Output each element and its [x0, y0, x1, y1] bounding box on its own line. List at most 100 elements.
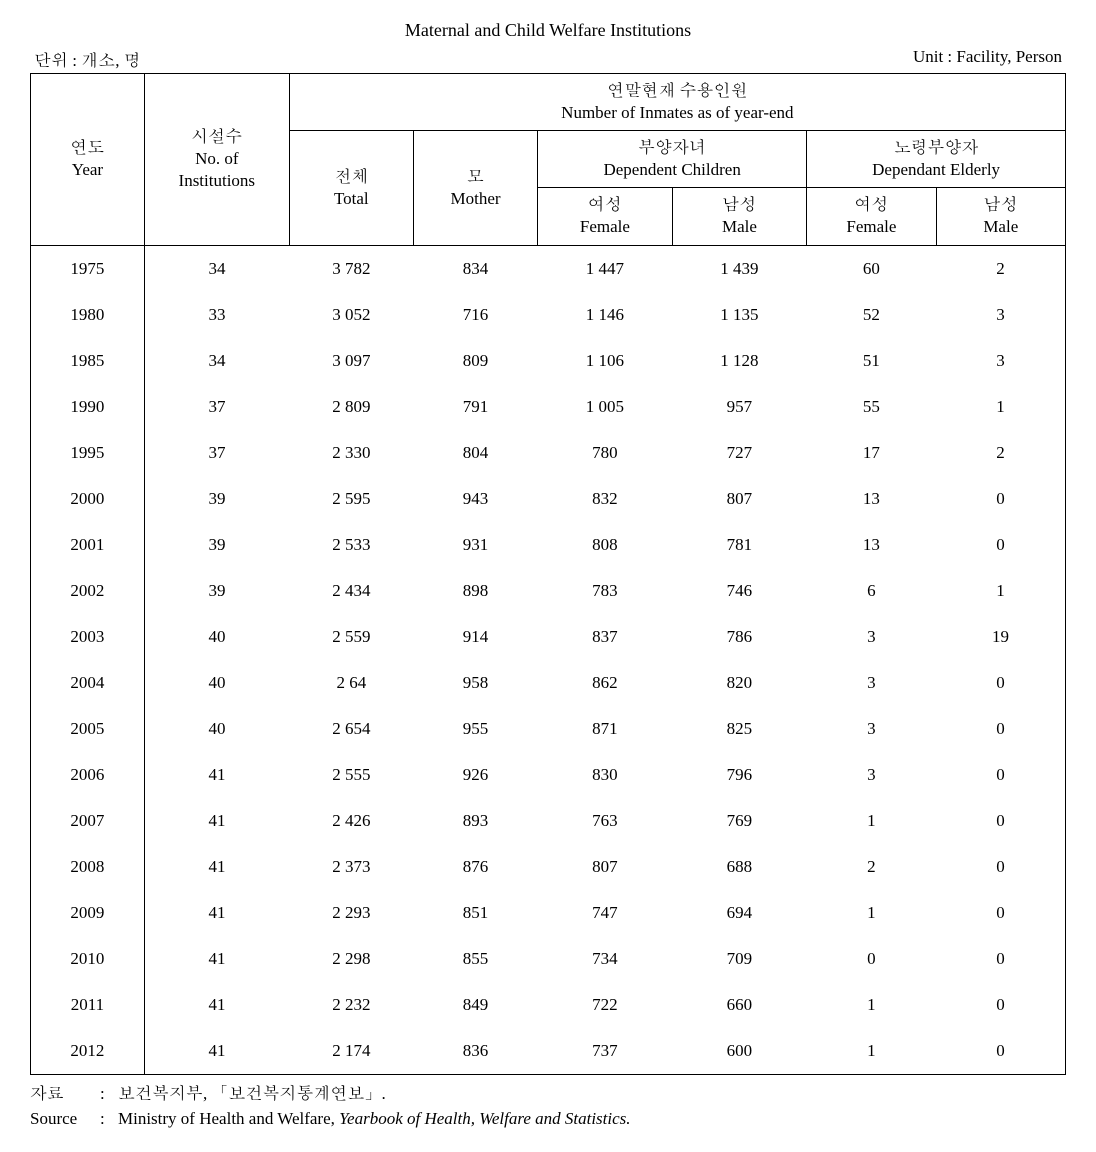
table-cell: 871	[538, 706, 673, 752]
header-inmates-ko: 연말현재 수용인원	[292, 80, 1063, 102]
table-row: 1985343 0978091 1061 128513	[31, 338, 1066, 384]
table-cell: 862	[538, 660, 673, 706]
unit-left: 단위 : 개소, 명	[34, 47, 141, 71]
table-cell: 3	[936, 292, 1065, 338]
footer-ko-label: 자료	[30, 1081, 100, 1107]
data-table: 연도 Year 시설수 No. of Institutions 연말현재 수용인…	[30, 73, 1066, 1075]
colon-icon: :	[100, 1081, 118, 1107]
table-cell: 60	[807, 245, 936, 292]
table-cell: 2	[807, 844, 936, 890]
table-cell: 734	[538, 936, 673, 982]
table-body: 1975343 7828341 4471 4396021980333 05271…	[31, 245, 1066, 1074]
table-cell: 2007	[31, 798, 145, 844]
table-cell: 1 146	[538, 292, 673, 338]
table-cell: 0	[936, 522, 1065, 568]
header-ef-ko: 여성	[809, 194, 933, 216]
footer-source-en: Source : Ministry of Health and Welfare,…	[30, 1106, 1066, 1132]
header-inst-en2: Institutions	[147, 170, 287, 192]
page-title: Maternal and Child Welfare Institutions	[30, 20, 1066, 41]
table-cell: 781	[672, 522, 807, 568]
table-cell: 0	[936, 1028, 1065, 1075]
footer-source-ko: 자료 : 보건복지부, 「보건복지통계연보」.	[30, 1081, 1066, 1107]
table-cell: 804	[413, 430, 537, 476]
table-cell: 851	[413, 890, 537, 936]
table-cell: 1985	[31, 338, 145, 384]
table-cell: 3 097	[289, 338, 413, 384]
table-cell: 39	[144, 476, 289, 522]
table-cell: 832	[538, 476, 673, 522]
table-cell: 660	[672, 982, 807, 1028]
table-cell: 716	[413, 292, 537, 338]
table-cell: 1	[807, 982, 936, 1028]
table-cell: 2006	[31, 752, 145, 798]
table-cell: 2 298	[289, 936, 413, 982]
table-cell: 51	[807, 338, 936, 384]
header-em-en: Male	[939, 216, 1063, 238]
header-inst-en1: No. of	[147, 148, 287, 170]
header-year: 연도 Year	[31, 74, 145, 246]
table-cell: 0	[936, 660, 1065, 706]
header-total-en: Total	[292, 188, 411, 210]
table-cell: 3 052	[289, 292, 413, 338]
table-cell: 2001	[31, 522, 145, 568]
table-cell: 40	[144, 614, 289, 660]
table-cell: 41	[144, 844, 289, 890]
header-cm-ko: 남성	[675, 194, 805, 216]
table-cell: 809	[413, 338, 537, 384]
table-cell: 52	[807, 292, 936, 338]
header-total: 전체 Total	[289, 131, 413, 245]
table-cell: 1	[807, 1028, 936, 1075]
table-cell: 1	[807, 798, 936, 844]
table-cell: 3	[807, 660, 936, 706]
table-cell: 1 106	[538, 338, 673, 384]
header-mother-en: Mother	[416, 188, 535, 210]
table-cell: 796	[672, 752, 807, 798]
table-cell: 19	[936, 614, 1065, 660]
table-cell: 769	[672, 798, 807, 844]
table-cell: 3 782	[289, 245, 413, 292]
table-cell: 33	[144, 292, 289, 338]
table-cell: 0	[936, 982, 1065, 1028]
table-cell: 0	[936, 798, 1065, 844]
table-cell: 34	[144, 338, 289, 384]
table-cell: 727	[672, 430, 807, 476]
table-cell: 17	[807, 430, 936, 476]
table-cell: 2 595	[289, 476, 413, 522]
table-cell: 807	[538, 844, 673, 890]
table-row: 2008412 37387680768820	[31, 844, 1066, 890]
table-cell: 1980	[31, 292, 145, 338]
header-cm-en: Male	[675, 216, 805, 238]
table-cell: 41	[144, 982, 289, 1028]
table-cell: 2008	[31, 844, 145, 890]
table-cell: 37	[144, 430, 289, 476]
table-cell: 791	[413, 384, 537, 430]
header-inst-ko: 시설수	[147, 126, 287, 148]
table-cell: 13	[807, 522, 936, 568]
table-cell: 688	[672, 844, 807, 890]
header-mother-ko: 모	[416, 166, 535, 188]
footer-en-plain: Ministry of Health and Welfare,	[118, 1109, 339, 1128]
table-cell: 1995	[31, 430, 145, 476]
header-dep-child-en: Dependent Children	[540, 159, 804, 181]
table-cell: 2 232	[289, 982, 413, 1028]
colon-icon: :	[100, 1106, 118, 1132]
table-cell: 0	[807, 936, 936, 982]
table-cell: 786	[672, 614, 807, 660]
table-row: 2005402 65495587182530	[31, 706, 1066, 752]
header-cf-en: Female	[540, 216, 670, 238]
table-cell: 1 005	[538, 384, 673, 430]
table-cell: 926	[413, 752, 537, 798]
header-inmates-en: Number of Inmates as of year-end	[292, 102, 1063, 124]
table-row: 2003402 559914837786319	[31, 614, 1066, 660]
table-cell: 2 64	[289, 660, 413, 706]
table-cell: 0	[936, 890, 1065, 936]
table-row: 2002392 43489878374661	[31, 568, 1066, 614]
table-cell: 2 559	[289, 614, 413, 660]
table-cell: 37	[144, 384, 289, 430]
table-cell: 34	[144, 245, 289, 292]
table-row: 2011412 23284972266010	[31, 982, 1066, 1028]
table-cell: 2 555	[289, 752, 413, 798]
table-cell: 2 373	[289, 844, 413, 890]
table-cell: 957	[672, 384, 807, 430]
footer-en-italic: Yearbook of Health, Welfare and Statisti…	[339, 1109, 630, 1128]
